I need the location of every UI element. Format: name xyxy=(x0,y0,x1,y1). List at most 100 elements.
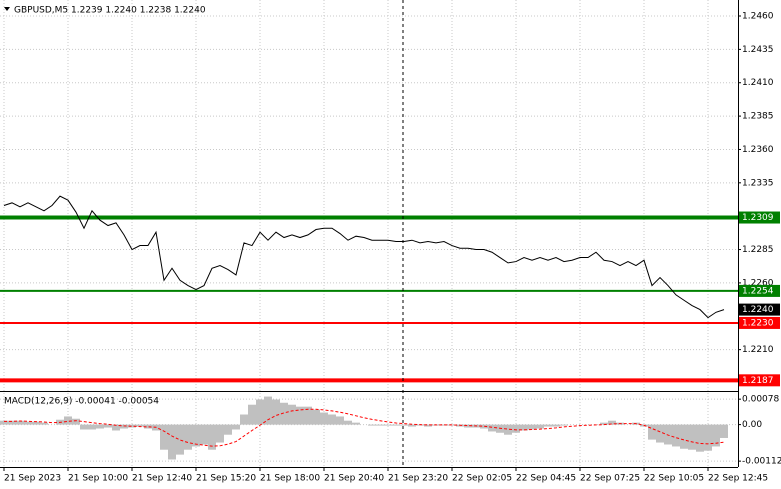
histogram-bar xyxy=(40,422,48,425)
histogram-bar xyxy=(160,424,168,450)
x-tick-label: 22 Sep 02:05 xyxy=(452,474,512,484)
menu-triangle[interactable] xyxy=(4,7,10,11)
histogram-bar xyxy=(600,422,608,425)
mark-layer xyxy=(0,195,738,460)
histogram-bar xyxy=(408,424,416,427)
histogram-bar xyxy=(136,424,144,427)
histogram-bar xyxy=(176,424,184,455)
histogram-bar xyxy=(552,424,560,427)
histogram-bar xyxy=(16,420,24,425)
histogram-bar xyxy=(8,420,16,425)
y-tick-label: 1.2260 xyxy=(742,278,774,288)
histogram-bar xyxy=(344,420,352,425)
level-label-box xyxy=(739,316,780,329)
histogram-bar xyxy=(376,424,384,426)
y-tick-label: 0.00 xyxy=(742,420,762,430)
histogram-bar xyxy=(232,424,240,430)
x-tick-label: 21 Sep 18:00 xyxy=(260,474,320,484)
x-tick-label: 21 Sep 10:00 xyxy=(68,474,128,484)
last-price-label: 1.2240 xyxy=(742,305,774,315)
histogram-bar xyxy=(704,424,712,451)
histogram-bar xyxy=(64,416,72,425)
histogram-bar xyxy=(504,424,512,435)
histogram-bar xyxy=(464,424,472,428)
histogram-bar xyxy=(688,424,696,450)
histogram-bar xyxy=(200,424,208,445)
y-tick-label: 1.2210 xyxy=(742,345,774,355)
histogram-bar xyxy=(128,424,136,428)
histogram-bar xyxy=(192,424,200,447)
histogram-bar xyxy=(168,424,176,460)
price-line xyxy=(3,195,725,319)
histogram-bar xyxy=(656,424,664,443)
histogram-bar xyxy=(536,424,544,429)
histogram-bar xyxy=(224,424,232,435)
histogram-bar xyxy=(528,424,536,430)
signal-line xyxy=(4,408,725,447)
level-label: 1.2230 xyxy=(742,318,774,328)
histogram-bar xyxy=(352,422,360,425)
histogram-bar xyxy=(400,424,408,426)
histogram-bar xyxy=(712,424,720,447)
histogram-bar xyxy=(272,399,280,425)
histogram-bar xyxy=(88,424,96,430)
y-tick-label: -0.00112 xyxy=(742,457,781,467)
y-tick-label: 1.2435 xyxy=(742,45,774,55)
histogram-bar xyxy=(512,424,520,433)
histogram-bar xyxy=(648,424,656,440)
histogram-bar xyxy=(72,418,80,425)
histogram-bar xyxy=(104,424,112,428)
histogram-bar xyxy=(96,424,104,429)
histogram-bar xyxy=(312,409,320,425)
histogram-bar xyxy=(440,424,448,426)
x-tick-label: 21 Sep 2023 xyxy=(4,474,61,484)
histogram-bar xyxy=(216,424,224,443)
histogram-bar xyxy=(488,424,496,432)
level-label-box xyxy=(739,211,780,224)
histogram-bar xyxy=(696,424,704,452)
histogram-bar xyxy=(296,406,304,425)
y-tick-label: 1.2360 xyxy=(742,145,774,155)
x-tick-label: 21 Sep 20:40 xyxy=(324,474,384,484)
histogram-bar xyxy=(208,424,216,450)
x-tick-label: 21 Sep 12:40 xyxy=(132,474,192,484)
y-tick-label: 1.2385 xyxy=(742,112,774,122)
histogram-bar xyxy=(320,412,328,425)
histogram-bar xyxy=(0,420,8,425)
x-tick-label: 22 Sep 07:25 xyxy=(580,474,640,484)
x-tick-label: 22 Sep 12:45 xyxy=(708,474,768,484)
y-tick-label: 1.2285 xyxy=(742,245,774,255)
indicator-title: MACD(12,26,9) -0.00041 -0.00054 xyxy=(4,397,159,407)
histogram-bar xyxy=(120,424,128,429)
histogram-bar xyxy=(384,424,392,426)
histogram-bar xyxy=(368,424,376,426)
histogram-bar xyxy=(184,424,192,450)
histogram-bar xyxy=(112,424,120,431)
x-tick-label: 22 Sep 04:45 xyxy=(516,474,576,484)
histogram-bar xyxy=(256,399,264,425)
histogram-bar xyxy=(424,424,432,427)
x-tick-label: 22 Sep 10:05 xyxy=(644,474,704,484)
histogram-bar xyxy=(720,424,728,438)
level-label: 1.2254 xyxy=(742,286,774,296)
histogram-bar xyxy=(392,424,400,426)
histogram-bar xyxy=(144,424,152,429)
last-price-box xyxy=(739,303,780,316)
histogram-bar xyxy=(24,421,32,425)
histogram-bar xyxy=(288,404,296,425)
histogram-bar xyxy=(328,414,336,425)
y-tick-label: 0.00078 xyxy=(742,395,779,405)
histogram-bar xyxy=(480,424,488,429)
histogram-bar xyxy=(336,416,344,425)
histogram-bar xyxy=(80,424,88,430)
x-tick-label: 21 Sep 23:20 xyxy=(388,474,448,484)
histogram-bar xyxy=(608,420,616,425)
level-label-box xyxy=(739,374,780,387)
histogram-bar xyxy=(240,414,248,425)
histogram-bar xyxy=(304,406,312,425)
histogram-bar xyxy=(32,421,40,425)
histogram-bar xyxy=(544,424,552,427)
